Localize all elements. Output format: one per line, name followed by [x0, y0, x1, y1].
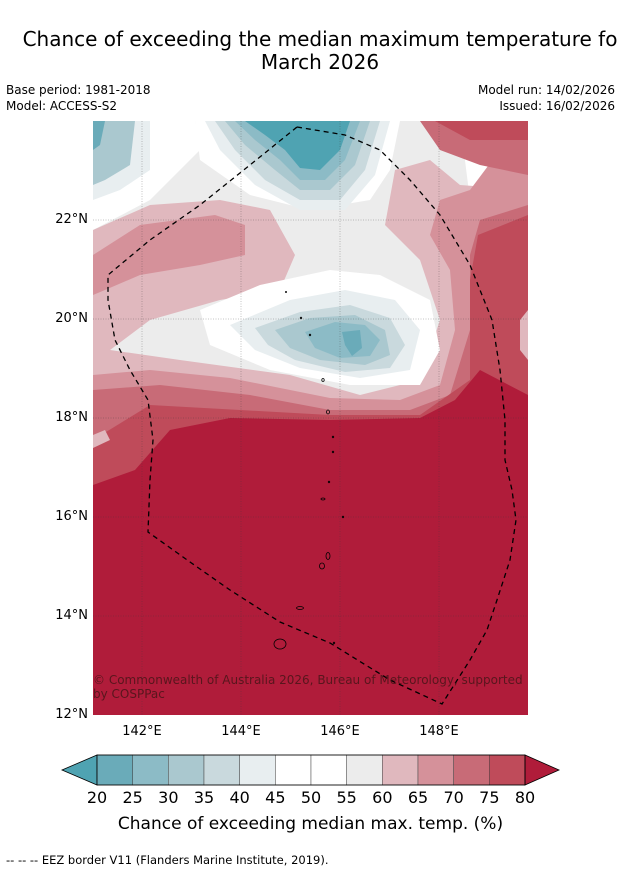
colorbar-segment: [132, 754, 169, 786]
colorbar-segment: [275, 754, 312, 786]
copyright-notice: © Commonwealth of Australia 2026, Bureau…: [93, 673, 523, 701]
lon-tick-148: 148°E: [419, 724, 459, 739]
issued-date: Issued: 16/02/2026: [499, 99, 615, 113]
island-small-5: [308, 333, 312, 337]
colorbar-tick-label: 40: [229, 788, 250, 807]
colorbar-tick-label: 75: [479, 788, 500, 807]
colorbar-tick-label: 80: [514, 788, 536, 807]
gridlines: [93, 121, 528, 715]
island-small-8: [332, 641, 336, 645]
colorbar-label: Chance of exceeding median max. temp. (%…: [117, 814, 504, 834]
lat-tick-20: 20°N: [55, 311, 88, 326]
colorbar-tick-label: 45: [265, 788, 286, 807]
island-saipan: [325, 552, 331, 560]
island-rota: [296, 606, 304, 610]
contour-20-25-top: [245, 121, 350, 170]
island-small-6: [299, 316, 303, 320]
island-small-4: [341, 515, 345, 519]
lat-tick-16: 16°N: [55, 509, 88, 524]
contour-right-edge: [520, 310, 528, 360]
colorbar-extend-low: [60, 754, 98, 786]
chart-title: Chance of exceeding the median maximum t…: [0, 28, 621, 74]
island-anatahan: [320, 497, 326, 501]
island-small-3: [327, 480, 331, 484]
colorbar: [60, 754, 560, 786]
island-small-1: [331, 435, 335, 439]
colorbar-segment: [96, 754, 133, 786]
meta-right: Model run: 14/02/2026 Issued: 16/02/2026: [478, 82, 615, 114]
colorbar-tick-label: 60: [372, 788, 393, 807]
island-small-7: [284, 290, 287, 293]
title-line-1: Chance of exceeding the median maximum t…: [22, 27, 618, 51]
colorbar-segment: [168, 754, 205, 786]
model-name: Model: ACCESS-S2: [6, 99, 118, 113]
colorbar-tick-label: 50: [300, 788, 322, 807]
colorbar-tick-label: 65: [407, 788, 429, 807]
colorbar-tick-label: 30: [158, 788, 179, 807]
lat-tick-14: 14°N: [55, 608, 88, 623]
island-guam: [273, 638, 287, 650]
lat-tick-22: 22°N: [55, 212, 88, 227]
eez-footnote: -- -- -- EEZ border V11 (Flanders Marine…: [6, 853, 329, 867]
contour-corner-dark: [93, 121, 105, 150]
lat-tick-12: 12°N: [55, 707, 88, 722]
lon-tick-146: 146°E: [320, 724, 360, 739]
colorbar-tick-label: 35: [193, 788, 215, 807]
contour-corner-mid: [93, 121, 135, 185]
islands: [273, 290, 345, 650]
colorbar-tick-label: 70: [443, 788, 464, 807]
contour-above-80: [93, 370, 528, 715]
contour-20-25-center: [342, 330, 362, 356]
island-tinian: [319, 562, 325, 570]
island-small-2: [331, 450, 335, 454]
island-pagan: [326, 409, 330, 415]
lat-tick-18: 18°N: [55, 410, 88, 425]
eez-border: [107, 126, 517, 705]
colorbar-segment: [382, 754, 419, 786]
colorbar-segment: [417, 754, 454, 786]
colorbar-extend-high: [524, 754, 560, 786]
contour-left-patch: [93, 430, 110, 448]
title-line-2: March 2026: [260, 50, 380, 74]
lon-tick-144: 144°E: [221, 724, 261, 739]
colorbar-segment: [453, 754, 490, 786]
model-run: Model run: 14/02/2026: [477, 83, 615, 97]
colorbar-tick-label: 25: [122, 788, 143, 807]
base-period: Base period: 1981-2018: [6, 83, 151, 97]
contour-25-30-center: [305, 322, 380, 358]
lon-tick-142: 142°E: [122, 724, 162, 739]
island-agrihan: [321, 378, 325, 382]
meta-left: Base period: 1981-2018 Model: ACCESS-S2: [6, 82, 151, 114]
colorbar-frame: [96, 754, 526, 786]
colorbar-segment: [203, 754, 240, 786]
colorbar-segment: [489, 754, 526, 786]
colorbar-segment: [346, 754, 383, 786]
colorbar-tick-label: 20: [86, 788, 108, 807]
colorbar-segment: [310, 754, 347, 786]
colorbar-segment: [239, 754, 276, 786]
colorbar-tick-label: 55: [336, 788, 357, 807]
